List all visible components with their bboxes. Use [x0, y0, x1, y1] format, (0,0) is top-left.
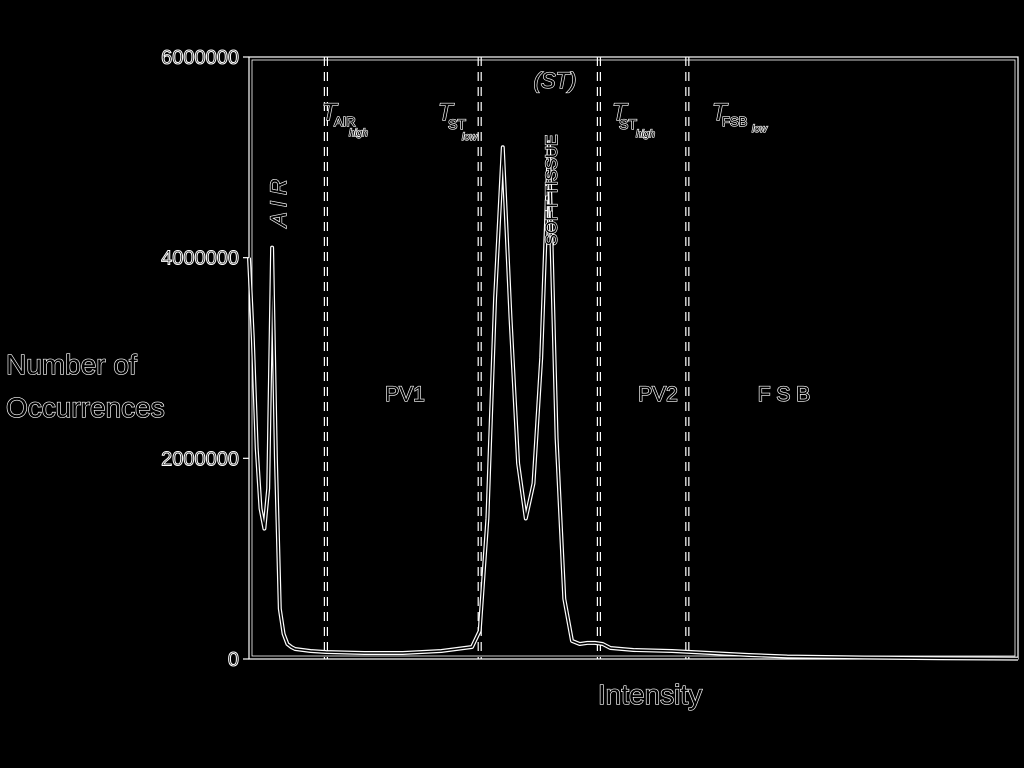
histogram-line-inner — [248, 141, 1019, 660]
svg-text:low: low — [462, 132, 478, 143]
annotation-fsb: F S B — [758, 383, 811, 406]
svg-text:high: high — [636, 129, 655, 140]
svg-text:T: T — [612, 99, 629, 126]
svg-text:ST: ST — [619, 116, 637, 132]
plot-frame — [248, 56, 1019, 660]
threshold-label-air-high: T AIR high — [321, 98, 369, 139]
annotation-st: (ST) — [534, 68, 577, 93]
x-axis-label: Intensity — [598, 679, 702, 710]
y-axis-label-line2: Occurrences — [6, 392, 165, 423]
y-axis-ticks: 0 2000000 4000000 6000000 — [161, 47, 249, 672]
svg-text:T: T — [438, 99, 455, 126]
threshold-lines — [323, 57, 690, 659]
plot-border-inner — [251, 59, 1016, 657]
svg-text:ST: ST — [448, 116, 466, 132]
svg-text:high: high — [349, 128, 368, 139]
y-tick-label: 6000000 — [161, 47, 239, 69]
annotation-pv1: PV1 — [385, 383, 425, 406]
svg-text:T: T — [322, 99, 339, 126]
plot-border — [248, 56, 1019, 660]
y-tick-label: 2000000 — [161, 448, 239, 470]
histogram-line-outer — [247, 140, 1019, 661]
annotation-air: A I R — [266, 179, 291, 229]
svg-text:FSB: FSB — [722, 114, 747, 129]
y-tick-label: 4000000 — [161, 248, 239, 270]
threshold-label-st-high: T ST high — [611, 98, 656, 140]
y-tick-label: 0 — [228, 649, 239, 671]
threshold-label-st-low: T ST low — [437, 98, 478, 143]
y-axis-label-line1: Number of — [6, 349, 137, 380]
threshold-label-fsb-low: T FSB low — [711, 98, 768, 135]
svg-text:T: T — [712, 99, 729, 126]
histogram-curve — [247, 140, 1019, 661]
annotation-soft-tissue: SOFT TISSUE — [542, 135, 561, 246]
svg-text:low: low — [752, 124, 768, 135]
annotation-pv2: PV2 — [638, 383, 678, 406]
svg-text:AIR: AIR — [334, 114, 356, 129]
